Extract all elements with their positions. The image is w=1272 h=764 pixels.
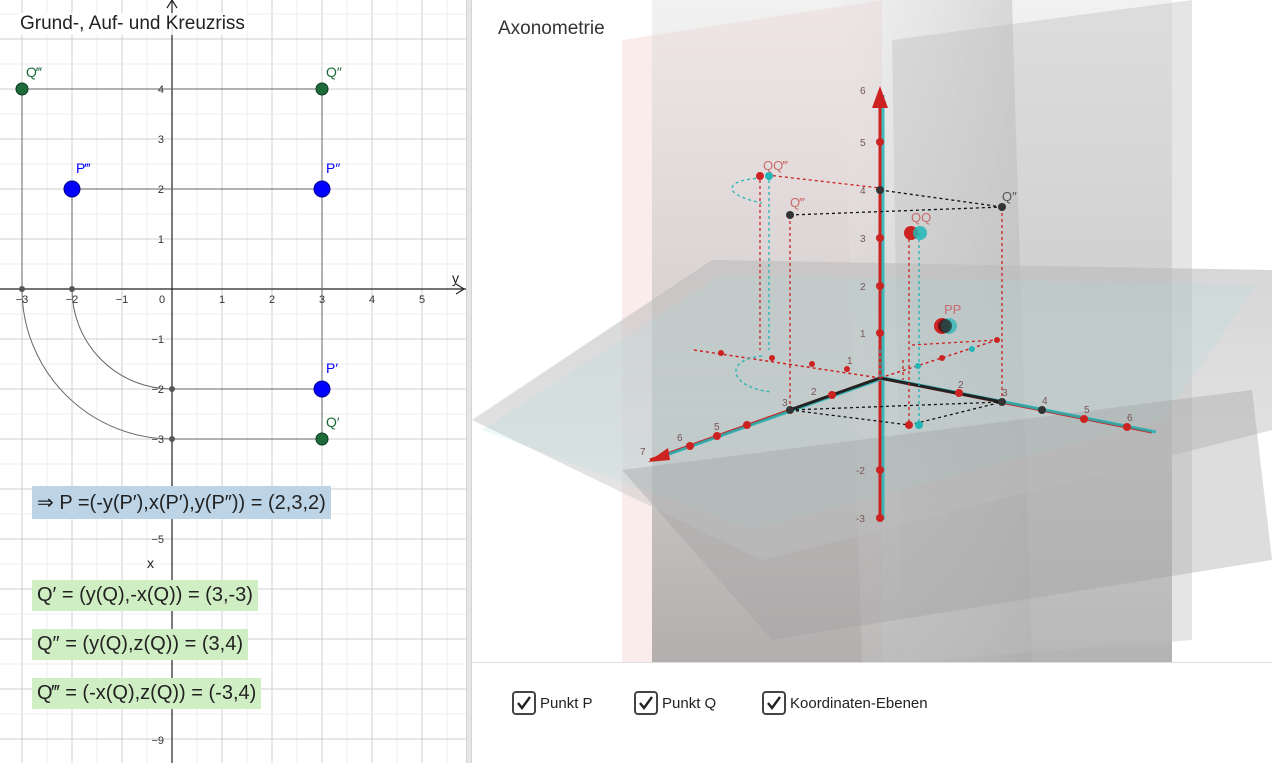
formula-p: ⇒ P =(-y(P′),x(P′),y(P″)) = (2,3,2) [32, 486, 331, 519]
x-tick: 7 [640, 447, 646, 458]
coordinate-planes [472, 0, 1272, 662]
formula-q1: Q′ = (y(Q),-x(Q)) = (3,-3) [32, 580, 258, 611]
y-tick-labels: 4 3 2 1 −1 −2 −3 −5 −9 [151, 84, 164, 747]
tick-label: 2 [158, 184, 164, 196]
label-p2: P″ [326, 160, 340, 176]
z-tick: 5 [860, 138, 866, 149]
x-tick: 5 [714, 422, 720, 433]
x-tick: 3 [782, 398, 788, 409]
z-tick: -2 [856, 466, 865, 477]
axis-ticks [686, 138, 1131, 522]
projection-graph[interactable]: −3 −2 −1 0 1 2 3 4 5 4 3 2 1 −1 −2 −3 −5… [0, 0, 466, 763]
tick-label: 0 [159, 294, 165, 306]
point-p3[interactable] [63, 180, 81, 198]
point-q-3d-cyan [913, 226, 927, 240]
checkbox-box[interactable] [512, 691, 536, 715]
label-q2: Q″ [326, 64, 342, 80]
view-title-3d: Axonometrie [498, 18, 605, 39]
y-tick: 4 [1042, 396, 1048, 407]
check-icon [639, 696, 653, 710]
point-q3[interactable] [15, 82, 29, 96]
construction-box [731, 174, 1003, 426]
x-tick-labels: −3 −2 −1 0 1 2 3 4 5 [16, 294, 425, 306]
y-axis-label: y [452, 270, 459, 286]
formula-q2: Q″ = (y(Q),z(Q)) = (3,4) [32, 629, 248, 660]
view-title: Grund-, Auf- und Kreuzriss [18, 13, 247, 35]
checkbox-label: Punkt P [540, 694, 593, 712]
panel-divider[interactable] [466, 0, 472, 763]
z-tick: 6 [860, 86, 866, 97]
vertex-points [756, 172, 1006, 429]
x-tick: 1 [847, 356, 853, 367]
tick-label: −1 [116, 294, 129, 306]
point-p2[interactable] [313, 180, 331, 198]
y-tick: 3 [1002, 388, 1008, 399]
tick-label: −1 [151, 334, 164, 346]
z-tick: 3 [860, 234, 866, 245]
z-tick: 2 [860, 282, 866, 293]
tick-label: 4 [158, 84, 164, 96]
axonometry-graph[interactable]: Q″ QQ‴ Q‴ QQ PP 6 5 4 3 2 1 -2 -3 2 3 4 … [472, 0, 1272, 662]
label-p1: P′ [326, 360, 338, 376]
x-tick: 6 [677, 433, 683, 444]
tick-label: −3 [16, 294, 29, 306]
z-tick: 1 [860, 329, 866, 340]
label-q-3d: QQ [911, 210, 931, 225]
label-q3b-3d: Q‴ [790, 195, 805, 210]
checkbox-label: Koordinaten-Ebenen [790, 694, 928, 712]
axes-3d [648, 86, 1157, 520]
check-icon [517, 696, 531, 710]
tick-label: 3 [319, 294, 325, 306]
x-tick: 2 [811, 387, 817, 398]
label-p-3d: PP [944, 302, 961, 317]
tick-label: −9 [151, 735, 164, 747]
check-icon [767, 696, 781, 710]
checkbox-koordinaten-ebenen[interactable]: Koordinaten-Ebenen [762, 691, 928, 715]
tick-label: −5 [151, 534, 164, 546]
label-q1: Q′ [326, 414, 340, 430]
checkbox-box[interactable] [762, 691, 786, 715]
tick-label: 1 [158, 234, 164, 246]
formula-q3: Q‴ = (-x(Q),z(Q)) = (-3,4) [32, 678, 262, 709]
view-3d[interactable]: Q″ QQ‴ Q‴ QQ PP 6 5 4 3 2 1 -2 -3 2 3 4 … [472, 0, 1272, 662]
tick-label: −2 [66, 294, 79, 306]
tick-label: 3 [158, 134, 164, 146]
checkbox-box[interactable] [634, 691, 658, 715]
label-q3-3d: QQ‴ [763, 158, 788, 173]
z-tick: 4 [860, 186, 866, 197]
tick-label: 4 [369, 294, 375, 306]
checkbox-bar: Punkt P Punkt Q Koordinaten-Ebenen [472, 662, 1272, 764]
tick-label: 2 [269, 294, 275, 306]
y-tick: 2 [958, 380, 964, 391]
checkbox-punkt-q[interactable]: Punkt Q [634, 691, 716, 715]
label-q2-3d: Q″ [1002, 189, 1017, 204]
axonometry-panel: Q″ QQ‴ Q‴ QQ PP 6 5 4 3 2 1 -2 -3 2 3 4 … [472, 0, 1272, 764]
z-tick: -3 [856, 514, 865, 525]
checkbox-label: Punkt Q [662, 694, 717, 712]
tick-label: −2 [151, 384, 164, 396]
tick-label: −3 [151, 434, 164, 446]
projection-view-2d[interactable]: −3 −2 −1 0 1 2 3 4 5 4 3 2 1 −1 −2 −3 −5… [0, 0, 466, 763]
point-p1[interactable] [313, 380, 331, 398]
point-q1[interactable] [315, 432, 329, 446]
y-tick: 6 [1127, 413, 1133, 424]
y-tick: 5 [1084, 405, 1090, 416]
tick-label: 1 [219, 294, 225, 306]
x-axis-label: x [147, 555, 154, 571]
label-q3: Q‴ [26, 64, 42, 80]
tick-label: 5 [419, 294, 425, 306]
label-p3: P‴ [76, 160, 90, 176]
point-q2[interactable] [315, 82, 329, 96]
checkbox-punkt-p[interactable]: Punkt P [512, 691, 593, 715]
axis-dots [19, 286, 175, 442]
